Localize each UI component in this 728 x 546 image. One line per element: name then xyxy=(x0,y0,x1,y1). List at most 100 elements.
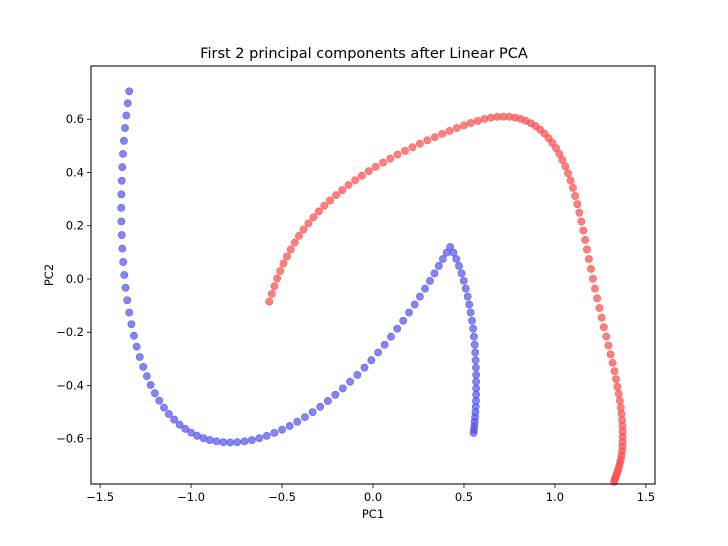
data-point xyxy=(466,308,475,317)
data-point xyxy=(472,363,480,372)
data-point xyxy=(583,245,591,254)
data-point xyxy=(309,213,318,222)
data-point xyxy=(405,308,413,317)
data-point xyxy=(123,99,132,108)
data-point xyxy=(555,149,564,158)
data-point xyxy=(471,348,480,357)
data-point xyxy=(610,367,619,376)
data-point xyxy=(597,313,606,322)
data-point xyxy=(279,259,288,268)
data-point xyxy=(461,284,470,293)
data-point xyxy=(160,403,168,412)
data-point xyxy=(569,184,577,192)
x-tick-label: 0.0 xyxy=(364,490,382,504)
data-point xyxy=(469,428,478,437)
data-point xyxy=(426,276,434,285)
y-tick-label: 0.0 xyxy=(66,272,84,286)
data-point xyxy=(606,350,615,359)
data-point xyxy=(593,294,602,303)
data-point xyxy=(175,420,184,429)
data-point xyxy=(181,424,190,433)
y-tick-label: 0.6 xyxy=(66,112,84,126)
data-point xyxy=(486,113,495,122)
data-point xyxy=(320,201,329,210)
data-point xyxy=(119,149,127,158)
data-point xyxy=(265,297,274,306)
data-point xyxy=(616,403,625,412)
data-point xyxy=(146,381,155,389)
data-point xyxy=(323,397,332,405)
data-point xyxy=(579,226,588,235)
data-point xyxy=(125,87,134,96)
data-point xyxy=(460,121,468,130)
data-point xyxy=(386,154,395,163)
data-point xyxy=(581,235,590,244)
data-point xyxy=(452,124,461,132)
data-point xyxy=(308,408,317,417)
data-point xyxy=(286,245,295,254)
data-point xyxy=(283,252,291,261)
data-point xyxy=(314,207,323,216)
data-point xyxy=(119,258,128,266)
data-point xyxy=(421,284,429,293)
data-point xyxy=(276,267,285,275)
data-point xyxy=(472,377,481,386)
data-point xyxy=(595,304,604,312)
data-point xyxy=(591,284,599,293)
data-point xyxy=(351,176,360,185)
data-point xyxy=(353,370,362,379)
data-point xyxy=(304,219,313,228)
data-point xyxy=(226,438,235,447)
data-point xyxy=(267,289,276,298)
data-point xyxy=(438,129,447,138)
data-point xyxy=(357,171,366,180)
y-axis: −0.6 −0.4 −0.2 0.0 0.2 0.4 0.6 xyxy=(56,112,91,446)
data-point xyxy=(573,200,582,209)
data-point xyxy=(612,375,620,383)
data-point xyxy=(473,116,482,125)
data-point xyxy=(262,431,271,440)
data-point xyxy=(118,163,127,172)
data-point xyxy=(135,353,144,361)
x-tick-label: 0.5 xyxy=(455,490,473,504)
data-point xyxy=(117,204,126,212)
data-point xyxy=(434,262,443,270)
data-point xyxy=(416,292,424,301)
data-point xyxy=(470,332,478,341)
data-point xyxy=(548,139,557,147)
y-tick-label: −0.6 xyxy=(56,432,84,446)
data-point xyxy=(219,438,228,447)
data-point xyxy=(430,133,439,141)
data-point xyxy=(205,436,214,444)
data-point xyxy=(399,316,408,325)
data-point xyxy=(316,402,325,411)
data-point xyxy=(367,356,376,365)
data-point xyxy=(615,397,624,405)
data-point xyxy=(240,437,249,446)
series-2 xyxy=(117,87,481,447)
data-point xyxy=(585,255,593,263)
data-point xyxy=(233,438,242,447)
data-point xyxy=(410,300,419,309)
data-point xyxy=(299,225,308,234)
data-point xyxy=(589,274,597,283)
data-point xyxy=(466,119,475,127)
data-point xyxy=(130,331,138,340)
data-point xyxy=(338,384,347,393)
data-point xyxy=(290,238,299,247)
data-point xyxy=(423,136,432,145)
data-point xyxy=(449,248,458,257)
data-point xyxy=(371,163,380,171)
data-point xyxy=(117,217,126,226)
data-point xyxy=(293,417,302,426)
data-point xyxy=(577,217,586,226)
data-point xyxy=(139,362,148,371)
data-point xyxy=(117,176,126,185)
data-point xyxy=(571,192,580,200)
data-point xyxy=(273,274,282,283)
data-point xyxy=(295,231,303,240)
data-point xyxy=(326,196,334,205)
data-point xyxy=(364,167,373,176)
y-axis-label: PC2 xyxy=(42,264,56,286)
